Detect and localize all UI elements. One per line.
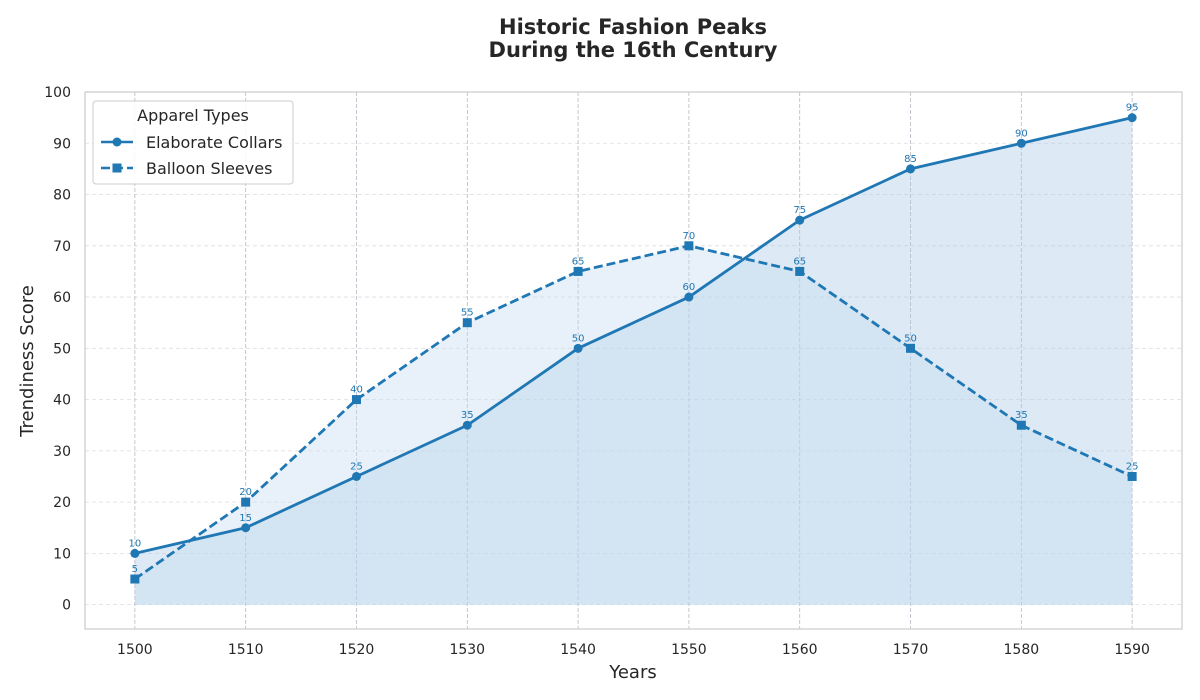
data-label-balloon-sleeves: 20 <box>239 487 252 498</box>
data-label-balloon-sleeves: 50 <box>904 333 917 344</box>
legend-entry-elaborate-collars: Elaborate Collars <box>146 133 282 152</box>
y-tick-labels: 0 10 20 30 40 50 60 70 80 90 100 <box>44 85 71 614</box>
y-tick-label: 70 <box>53 239 71 255</box>
data-point-elaborate-collars <box>906 164 916 174</box>
legend-title: Apparel Types <box>137 106 249 125</box>
data-label-elaborate-collars: 15 <box>239 513 252 524</box>
data-label-elaborate-collars: 95 <box>1126 103 1139 114</box>
legend: Apparel Types Elaborate Collars Balloon … <box>92 100 294 185</box>
plot-frame <box>84 91 1183 630</box>
data-point-balloon-sleeves <box>1127 471 1137 481</box>
data-label-balloon-sleeves: 40 <box>350 385 363 396</box>
data-label-elaborate-collars: 50 <box>572 333 585 344</box>
y-axis-label: Trendiness Score <box>17 285 38 438</box>
data-point-balloon-sleeves <box>906 343 916 353</box>
y-tick-label: 10 <box>53 546 71 562</box>
data-point-balloon-sleeves <box>684 241 694 251</box>
x-tick-label: 1560 <box>782 642 818 658</box>
data-point-elaborate-collars <box>795 215 805 225</box>
data-label-elaborate-collars: 25 <box>350 461 363 472</box>
data-label-elaborate-collars: 90 <box>1015 128 1028 139</box>
x-tick-label: 1570 <box>893 642 929 658</box>
series-markers <box>130 113 1137 584</box>
data-label-elaborate-collars: 60 <box>683 282 696 293</box>
x-axis-label: Years <box>608 662 657 683</box>
x-tick-label: 1540 <box>560 642 596 658</box>
x-tick-label: 1500 <box>117 642 153 658</box>
data-label-elaborate-collars: 10 <box>128 538 141 549</box>
data-point-elaborate-collars <box>241 523 251 533</box>
y-tick-label: 80 <box>53 188 71 204</box>
data-labels: 10 15 25 35 50 60 75 85 90 95 5 20 40 55 65 70 65 50 35 25 <box>128 103 1138 575</box>
data-label-elaborate-collars: 35 <box>461 410 474 421</box>
data-point-elaborate-collars <box>1016 138 1026 148</box>
x-tick-label: 1550 <box>671 642 707 658</box>
data-label-balloon-sleeves: 70 <box>683 231 696 242</box>
legend-marker-elaborate-collars <box>112 137 122 147</box>
data-point-balloon-sleeves <box>241 497 251 507</box>
data-label-balloon-sleeves: 35 <box>1015 410 1028 421</box>
data-point-balloon-sleeves <box>573 266 583 276</box>
legend-entry-balloon-sleeves: Balloon Sleeves <box>146 159 272 178</box>
legend-marker-balloon-sleeves <box>112 163 122 173</box>
data-label-balloon-sleeves: 65 <box>572 256 585 267</box>
x-tick-label: 1590 <box>1114 642 1150 658</box>
y-tick-label: 0 <box>62 598 71 614</box>
data-point-balloon-sleeves <box>1016 420 1026 430</box>
y-tick-label: 90 <box>53 136 71 152</box>
series-lines <box>134 116 1133 581</box>
area-fill-elaborate-collars <box>134 117 1133 605</box>
data-point-elaborate-collars <box>462 420 472 430</box>
area-fill-balloon-sleeves <box>134 245 1133 605</box>
y-tick-label: 20 <box>53 495 71 511</box>
data-label-balloon-sleeves: 5 <box>132 564 138 575</box>
data-point-balloon-sleeves <box>351 395 361 405</box>
series-line-balloon-sleeves <box>134 244 1133 581</box>
data-point-elaborate-collars <box>684 292 694 302</box>
x-tick-labels: 1500 1510 1520 1530 1540 1550 1560 1570 1580 1590 <box>117 642 1150 658</box>
x-tick-label: 1580 <box>1004 642 1040 658</box>
area-fills <box>134 117 1133 605</box>
series-line-elaborate-collars <box>134 116 1133 555</box>
data-label-elaborate-collars: 85 <box>904 154 917 165</box>
data-label-balloon-sleeves: 25 <box>1126 461 1139 472</box>
data-point-balloon-sleeves <box>130 574 140 584</box>
y-tick-label: 100 <box>44 85 71 101</box>
y-tick-label: 60 <box>53 290 71 306</box>
x-tick-label: 1520 <box>339 642 375 658</box>
chart-title-line-1: Historic Fashion Peaks <box>499 15 767 39</box>
chart-title-line-2: During the 16th Century <box>489 38 778 62</box>
x-tick-label: 1530 <box>449 642 485 658</box>
y-tick-label: 50 <box>53 341 71 357</box>
data-label-elaborate-collars: 75 <box>793 205 806 216</box>
x-tick-label: 1510 <box>228 642 264 658</box>
data-point-elaborate-collars <box>130 548 140 558</box>
data-point-balloon-sleeves <box>462 318 472 328</box>
y-tick-label: 30 <box>53 444 71 460</box>
data-label-balloon-sleeves: 65 <box>793 256 806 267</box>
data-label-balloon-sleeves: 55 <box>461 308 474 319</box>
y-tick-label: 40 <box>53 393 71 409</box>
legend-box <box>92 100 294 185</box>
data-point-elaborate-collars <box>351 471 361 481</box>
data-point-elaborate-collars <box>1127 113 1137 123</box>
data-point-elaborate-collars <box>573 343 583 353</box>
data-point-balloon-sleeves <box>795 266 805 276</box>
